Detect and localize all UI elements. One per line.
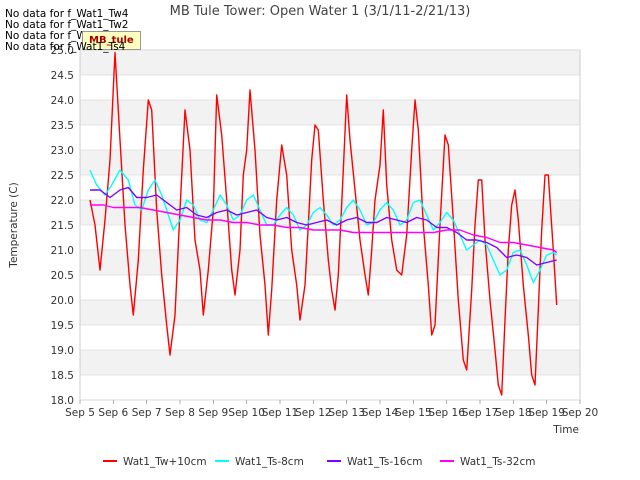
y-tick-label: 19.5: [51, 320, 74, 332]
no-data-message: No data for f_Wat1_Tw2: [5, 19, 129, 31]
x-tick-label: Sep 6: [98, 407, 128, 419]
y-tick-label: 19.0: [51, 345, 74, 357]
y-tick-label: 25.0: [51, 45, 74, 57]
x-tick-label: Sep 9: [198, 407, 228, 419]
y-tick-label: 22.0: [51, 195, 74, 207]
x-tick-label: Sep 5: [65, 407, 95, 419]
plot-band: [80, 300, 580, 325]
legend: Wat1_Tw+10cm Wat1_Ts-8cm Wat1_Ts-16cm Wat1_…: [103, 456, 536, 468]
x-tick-label: Sep 14: [362, 407, 399, 419]
x-tick-label: Sep 19: [528, 407, 565, 419]
x-tick-label: Sep 18: [495, 407, 532, 419]
x-tick-label: Sep 7: [132, 407, 162, 419]
x-tick-label: Sep 20: [562, 407, 599, 419]
x-tick-label: Sep 8: [165, 407, 195, 419]
y-tick-label: 23.0: [51, 145, 74, 157]
y-tick-label: 21.0: [51, 245, 74, 257]
y-axis-label: Temperature (C): [8, 182, 20, 268]
legend-label: Wat1_Ts-16cm: [347, 456, 423, 468]
legend-label: Wat1_Ts-8cm: [235, 456, 304, 468]
y-tick-label: 24.5: [51, 70, 74, 82]
series-line: [89, 51, 558, 396]
series-line: [90, 186, 557, 266]
plot-band: [80, 150, 580, 175]
x-axis-label: Time: [552, 424, 579, 436]
series-line: [90, 204, 558, 254]
site-badge: MB_tule: [82, 31, 141, 50]
x-tick-label: Sep 13: [328, 407, 365, 419]
series-lines: [89, 51, 558, 396]
x-tick-label: Sep 11: [262, 407, 299, 419]
x-tick-label: Sep 17: [462, 407, 499, 419]
y-tick-label: 23.5: [51, 120, 74, 132]
chart-title: MB Tule Tower: Open Water 1 (3/1/11-2/21…: [170, 4, 471, 19]
x-tick-label: Sep 12: [295, 407, 332, 419]
y-tick-label: 21.5: [51, 220, 74, 232]
y-tick-label: 20.0: [51, 295, 74, 307]
no-data-message: No data for f_Wat1_Ts4: [5, 41, 126, 53]
x-tick-label: Sep 16: [428, 407, 465, 419]
x-tick-label: Sep 10: [228, 407, 265, 419]
no-data-message: No data for f_Wat1_Tw4: [5, 8, 129, 20]
plot-band: [80, 350, 580, 375]
plot-band: [80, 100, 580, 125]
legend-label: Wat1_Ts-32cm: [460, 456, 536, 468]
y-tick-labels: 18.0 18.5 19.0 19.5 20.0 20.5 21.0 21.5 22.0 22.5…: [51, 45, 74, 407]
y-tick-label: 22.5: [51, 170, 74, 182]
y-tick-label: 20.5: [51, 270, 74, 282]
plot-band: [80, 50, 580, 75]
y-tick-label: 18.0: [51, 395, 74, 407]
y-tick-label: 24.0: [51, 95, 74, 107]
y-tick-label: 18.5: [51, 370, 74, 382]
x-tick-label: Sep 15: [395, 407, 432, 419]
plot-bands: [80, 50, 580, 375]
legend-label: Wat1_Tw+10cm: [123, 456, 207, 468]
